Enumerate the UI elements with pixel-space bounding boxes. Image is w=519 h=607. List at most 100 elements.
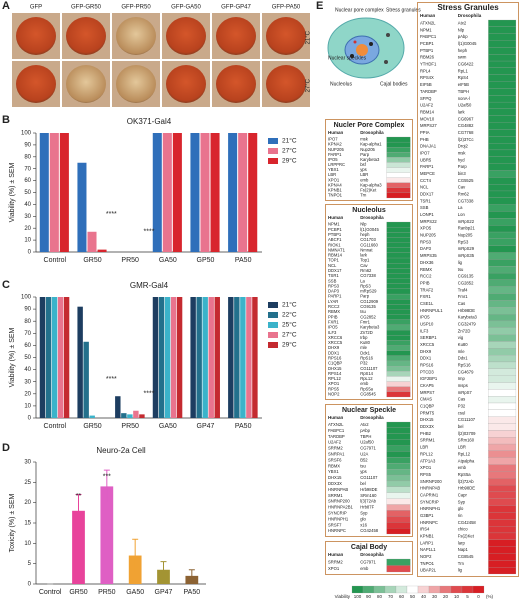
gene-fly: tsu [360,309,366,314]
gene-fly: Capr [458,492,468,497]
gene-fly: Hrb98DE [458,486,475,491]
legend-swatch [472,585,485,594]
gene-fly: Nap1 [458,547,469,552]
bar [152,133,162,252]
gene-fly: emb [360,381,369,386]
heat-cell [386,309,411,315]
gene-human: LARP1 [420,540,434,545]
heat-cell [386,558,411,566]
gene-fly: CG42458 [360,528,379,533]
heat-cell [488,450,517,458]
gene-fly: LBR [360,172,368,177]
gene-fly: CG11660 [360,242,378,247]
bar [208,297,214,418]
gene-human: DHX15 [328,475,342,480]
gene-human: NCL [328,263,337,268]
gene-human: FXR1 [420,294,431,299]
gene-fly: CG6967 [458,116,474,121]
legend-swatch [268,342,278,348]
gene-human: DHX15 [420,417,434,422]
heat-cell [386,391,411,398]
heat-cell [488,389,517,397]
gene-human: SERBP1 [420,335,437,340]
heat-cell [488,382,517,390]
gene-human: ATXN2L [328,422,344,427]
table-title: Stress Granules [437,3,499,12]
heat-cell [488,532,517,540]
heat-cell [488,60,517,68]
gene-human: HNRNPH1 [420,506,441,511]
gene-fly: Cas [458,301,465,306]
gene-human: RPL12 [420,451,433,456]
gene-fly: nonA-l [458,96,470,101]
gene-fly: lark [360,253,368,258]
bar [190,133,200,252]
heat-cell [488,341,517,349]
bar [39,297,46,418]
bar [77,162,87,252]
gene-fly: tsu [458,267,464,272]
gene-fly: Ranbp21 [458,226,476,231]
gene-human: NCL [420,185,429,190]
heat-cell [386,504,411,511]
legend-tick: 40 [421,594,427,599]
gene-fly: Kap-alpha1 [360,142,382,147]
heat-cell [386,516,411,523]
gene-human: DDX3X [420,424,434,429]
gene-fly: CG8545 [458,554,474,559]
gene-human: SNRPA1 [328,452,345,457]
heat-cell [488,498,517,506]
heat-cell [488,115,517,123]
gene-fly: RpS3 [458,239,469,244]
gene-fly: CG4679 [458,369,474,374]
table-header: Human [328,215,344,220]
heat-cell [488,81,517,89]
gene-human: TOP1 [328,258,340,263]
legend-label: 22°C [282,311,297,319]
bar [115,396,121,418]
annotation: ** [76,493,82,500]
gene-human: NAP1L1 [420,547,436,552]
x-tick-label: GP47 [155,589,173,596]
gene-fly: Cav [360,263,368,268]
eye [166,17,206,55]
gene-human: TARDBP [420,89,437,94]
heat-cell [488,307,517,315]
gene-fly: Trn [360,193,367,198]
gene-fly: Nmnat [360,247,373,252]
gene-human: DDX3X [328,481,342,486]
gene-fly: U2af50 [360,440,374,445]
heat-cell [488,95,517,103]
eye [66,65,106,103]
gene-human: DHX9 [328,345,340,350]
gene-human: TRAF2 [420,287,434,292]
legend-tick: 20 [443,594,449,599]
gene-human: RPS16 [328,356,342,361]
heat-cell [386,522,411,529]
diagram-label: Nuclear pore complex [335,7,384,13]
chart-title: Neuro-2a Cell [96,446,146,455]
table-title: Nucler Pore Complex [334,122,405,129]
legend-swatch [395,585,408,594]
legend-title: Viability [335,594,351,599]
heat-cell [488,313,517,322]
gene-fly: Ddx1 [458,356,468,361]
gene-fly: CG6422 [458,62,474,67]
gene-human: LBR [328,172,336,177]
granule [386,33,390,37]
heat-cell [488,348,517,356]
bar [252,297,258,418]
heat-cell [386,386,411,392]
gene-fly: hyd [458,157,465,162]
heat-cell [386,252,411,259]
bar [228,297,234,418]
table-title: Cajal Body [351,544,387,551]
legend-swatch [268,312,278,318]
gene-fly: mRpS29 [360,289,377,294]
heat-cell [386,492,411,499]
gene-human: PTBP1 [420,48,434,53]
legend-swatch [428,585,441,594]
heat-cell [488,88,517,96]
heat-cell [488,409,517,417]
